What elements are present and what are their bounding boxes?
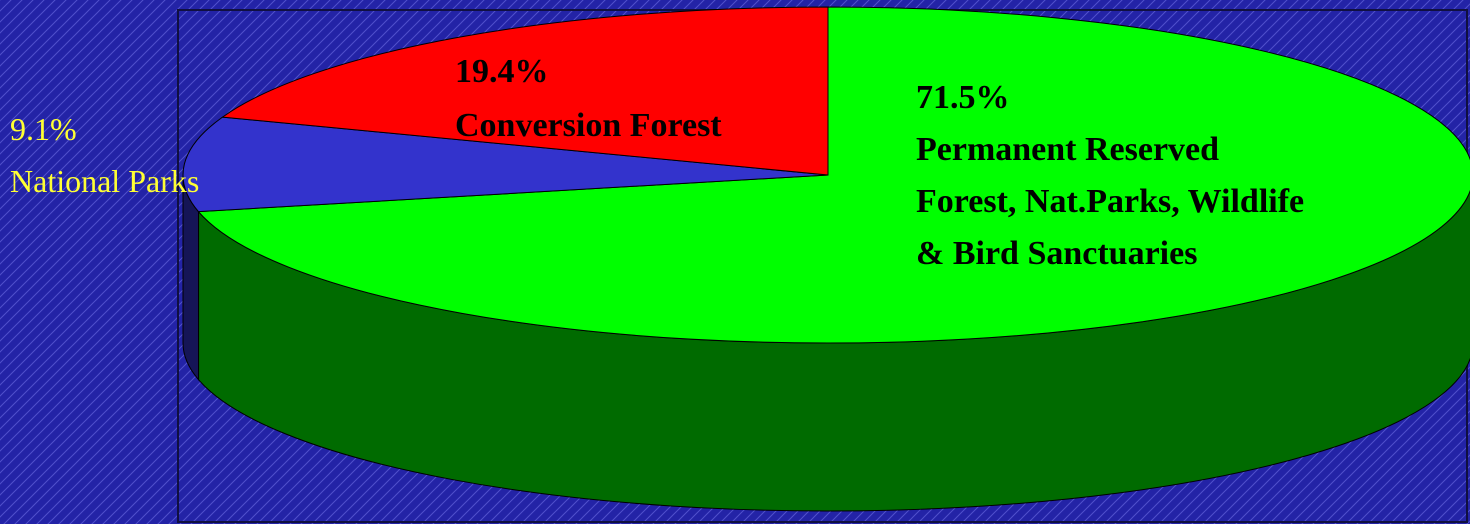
category-label: Permanent Reserved Forest, Nat.Parks, Wi… bbox=[916, 131, 1305, 272]
data-label: 9.1% bbox=[10, 111, 77, 147]
category-label: Conversion Forest bbox=[455, 107, 722, 144]
data-label: 71.5% bbox=[916, 79, 1010, 116]
pie-tops bbox=[182, 6, 1470, 344]
data-label: 19.4% bbox=[455, 53, 549, 90]
pie-slice bbox=[182, 116, 829, 213]
pie-slice bbox=[221, 6, 829, 176]
pie-slice bbox=[197, 6, 1470, 344]
category-label: National Parks bbox=[10, 163, 200, 199]
